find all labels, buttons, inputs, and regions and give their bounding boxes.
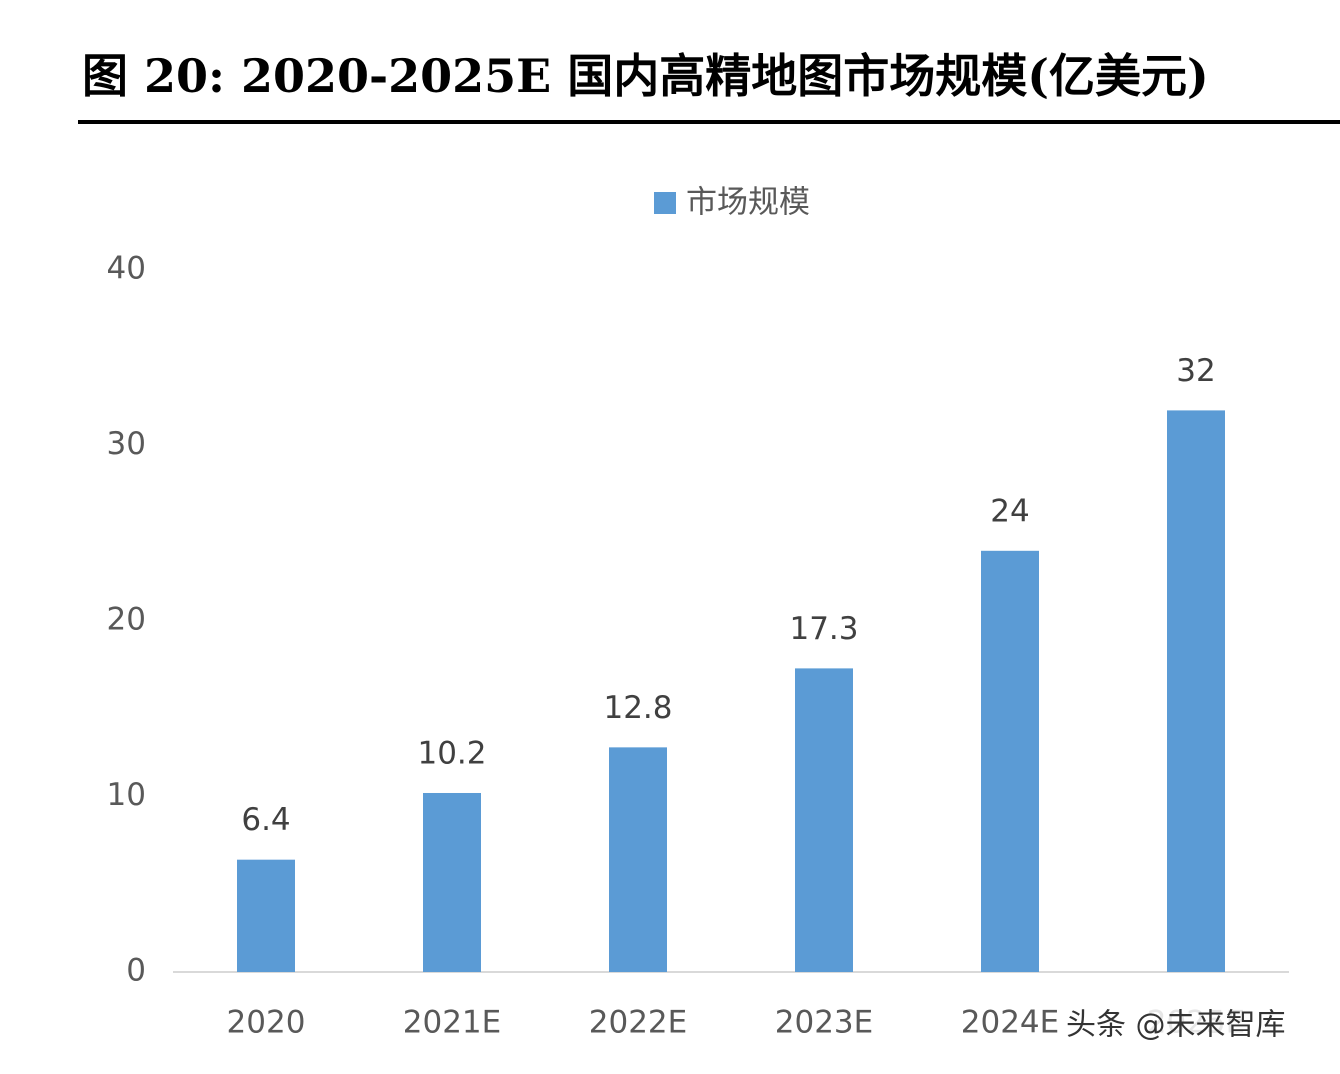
data-label: 6.4 [241,802,290,838]
data-label: 12.8 [603,690,672,726]
y-tick-label: 10 [107,777,146,813]
data-label: 17.3 [789,611,858,647]
data-label: 10.2 [417,735,486,771]
y-tick-label: 30 [107,426,146,462]
bar [981,550,1039,972]
bar [609,747,667,972]
x-tick-label: 2024E [961,1005,1059,1041]
bar [237,859,295,972]
y-tick-label: 40 [107,251,146,287]
x-tick-label: 2022E [589,1005,687,1041]
chart-title: 图 20: 2020-2025E 国内高精地图市场规模(亿美元) [82,49,1209,103]
data-label: 32 [1176,353,1215,389]
legend-swatch [654,192,676,214]
bar [795,668,853,972]
bar [1167,410,1225,972]
data-label: 24 [990,493,1029,529]
y-tick-label: 0 [126,953,146,989]
watermark: 头条 @未来智库 [1066,1008,1286,1043]
x-tick-label: 2023E [775,1005,873,1041]
x-tick-label: 2020 [227,1005,306,1041]
watermark-bg [1062,1004,1332,1048]
y-tick-label: 20 [107,602,146,638]
legend-label: 市场规模 [686,185,810,221]
bar [423,792,481,972]
x-tick-label: 2021E [403,1005,501,1041]
